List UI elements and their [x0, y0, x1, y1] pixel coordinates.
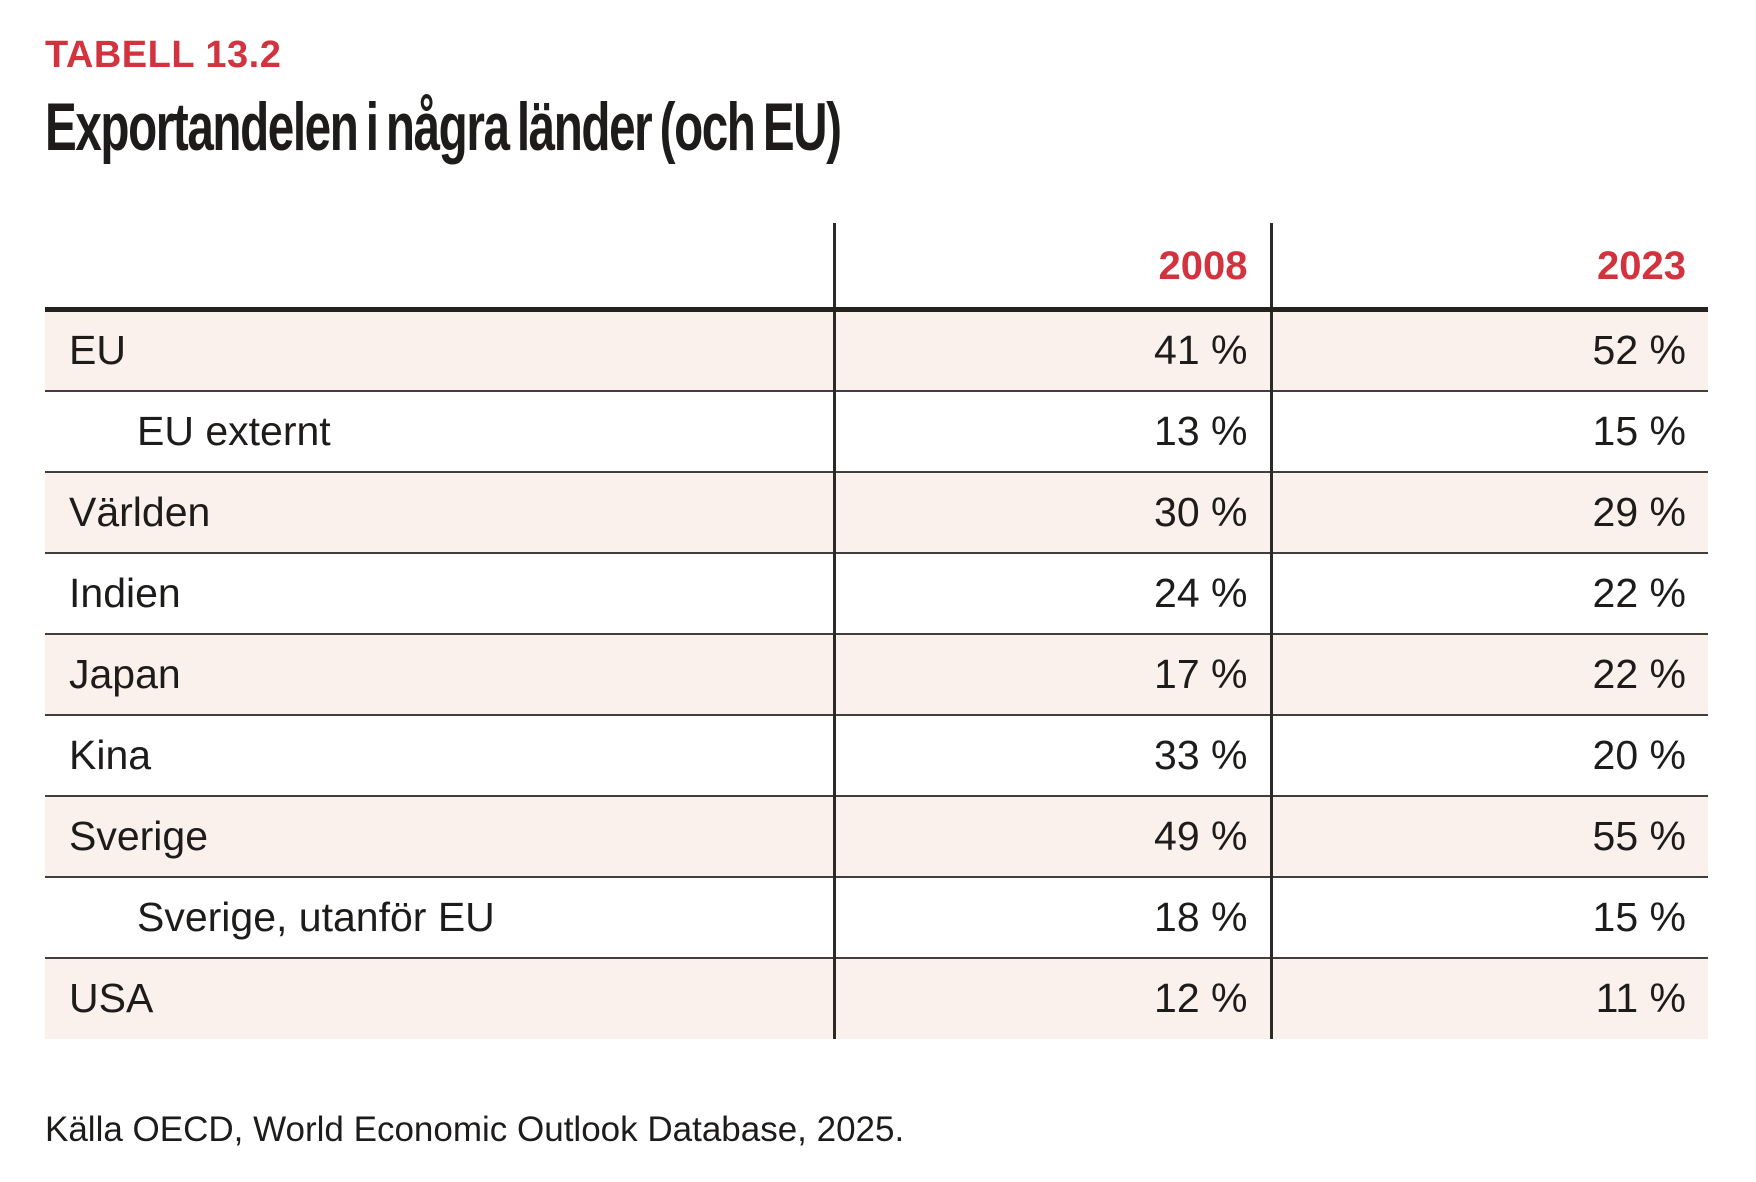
table-row: USA 12 % 11 % [45, 956, 1708, 1039]
row-value-2008: 33 % [832, 713, 1271, 796]
row-value-2008: 12 % [832, 956, 1271, 1039]
row-value-2023: 15 % [1269, 389, 1708, 472]
row-value-2008: 17 % [832, 632, 1271, 715]
source-note: Källa OECD, World Economic Outlook Datab… [45, 1109, 905, 1149]
table-row: EU externt 13 % 15 % [45, 389, 1708, 472]
header-year-2008: 2008 [832, 222, 1271, 313]
row-value-2023: 22 % [1269, 632, 1708, 715]
row-label: EU [69, 327, 126, 374]
row-value-2023: 11 % [1269, 956, 1708, 1039]
row-value-2023: 29 % [1269, 470, 1708, 553]
row-value-2023: 22 % [1269, 551, 1708, 634]
row-value-2008: 49 % [832, 794, 1271, 877]
row-value-2008: 30 % [832, 470, 1271, 553]
row-label: Världen [45, 470, 834, 553]
row-value-2008: 18 % [832, 875, 1271, 958]
row-label: Sverige [45, 794, 834, 877]
row-value-2008: 41 % [832, 309, 1271, 391]
table-row: Sverige, utanför EU 18 % 15 % [45, 875, 1708, 958]
row-label: Japan [45, 632, 834, 715]
row-value-2023: 20 % [1269, 713, 1708, 796]
row-value-2008: 24 % [832, 551, 1271, 634]
table-row: Sverige 49 % 55 % [45, 794, 1708, 877]
table-row: Indien 24 % 22 % [45, 551, 1708, 634]
table-kicker: TABELL 13.2 [45, 34, 282, 76]
row-label: EU externt [45, 389, 834, 472]
document-page: TABELL 13.2 Exportandelen i några länder… [45, 34, 1708, 1149]
header-empty-cell [45, 222, 834, 313]
row-value-2023: 15 % [1269, 875, 1708, 958]
row-label: Sverige, utanför EU [45, 875, 834, 958]
row-value-2023: 52 % [1269, 309, 1708, 391]
header-year-2023: 2023 [1269, 222, 1708, 313]
export-share-table: 2008 2023 EU 41 % 52 % EU externt 13 % 1… [45, 222, 1708, 1039]
row-value-2023: 55 % [1269, 794, 1708, 877]
table-row: Japan 17 % 22 % [45, 632, 1708, 715]
row-label: USA [45, 956, 834, 1039]
row-value-2008: 13 % [832, 389, 1271, 472]
page-title: Exportandelen i några länder (och EU) [45, 89, 842, 165]
row-label: Kina [45, 713, 834, 796]
table-row: Världen 30 % 29 % [45, 470, 1708, 553]
table-row: Kina 33 % 20 % [45, 713, 1708, 796]
table-row: EU 41 % 52 % [45, 309, 1708, 391]
row-label: Indien [45, 551, 834, 634]
table-header-row: 2008 2023 [45, 222, 1708, 313]
